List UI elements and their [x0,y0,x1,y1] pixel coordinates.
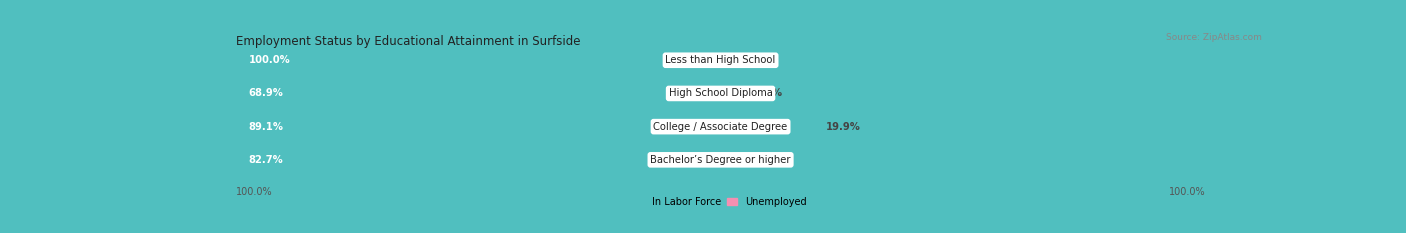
Text: 82.7%: 82.7% [249,155,284,165]
Text: 68.9%: 68.9% [249,89,284,99]
Text: 19.9%: 19.9% [825,122,860,132]
Text: 0.0%: 0.0% [730,155,756,165]
Text: College / Associate Degree: College / Associate Degree [654,122,787,132]
Text: Employment Status by Educational Attainment in Surfside: Employment Status by Educational Attainm… [236,35,581,48]
Text: Source: ZipAtlas.com: Source: ZipAtlas.com [1166,33,1263,42]
Text: High School Diploma: High School Diploma [669,89,772,99]
Text: 100.0%: 100.0% [249,55,291,65]
Text: 100.0%: 100.0% [1168,187,1205,197]
Text: 0.0%: 0.0% [730,55,756,65]
Legend: In Labor Force, Unemployed: In Labor Force, Unemployed [631,193,810,211]
Text: 5.1%: 5.1% [754,89,782,99]
Text: 100.0%: 100.0% [236,187,273,197]
Text: 89.1%: 89.1% [249,122,284,132]
Text: Bachelor’s Degree or higher: Bachelor’s Degree or higher [651,155,790,165]
Text: Less than High School: Less than High School [665,55,776,65]
